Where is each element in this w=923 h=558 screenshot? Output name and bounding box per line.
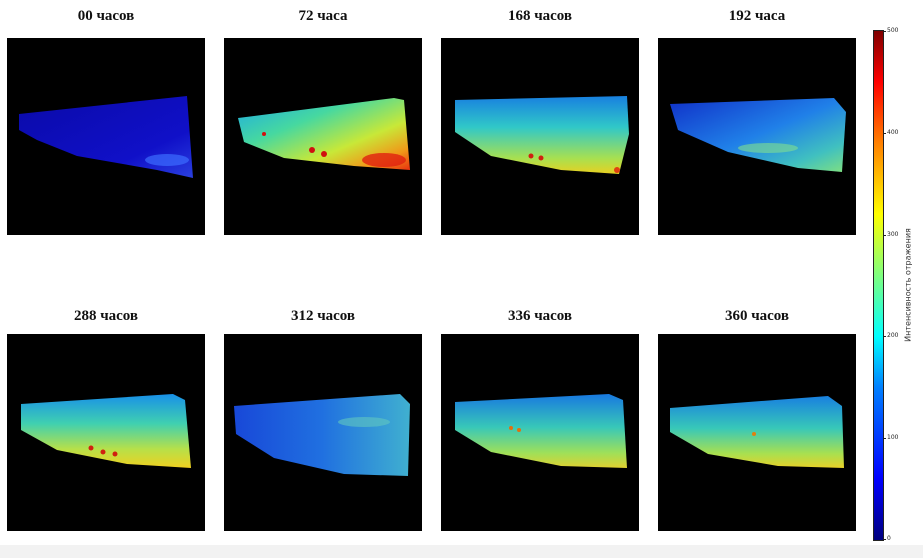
panel-title-7: 336 часов (507, 308, 573, 324)
panel-title-3: 168 часов (507, 8, 573, 24)
colorbar-tick: 0 (883, 535, 891, 542)
heatmap-panel-7 (441, 334, 639, 531)
fish-fillet-image (455, 96, 629, 174)
panel-title-6: 312 часов (290, 308, 356, 324)
colorbar-label: Интенсивность отражения (903, 228, 913, 342)
panel-title-8: 360 часов (724, 308, 790, 324)
panel-title-5: 288 часов (73, 308, 139, 324)
fish-fillet-image (238, 98, 410, 170)
heatmap-panel-3 (441, 38, 639, 235)
panel-title-2: 72 часа (298, 8, 348, 24)
fish-fillet-image (21, 394, 191, 468)
heatmap-panel-2 (224, 38, 422, 235)
colorbar-tick: 500 (882, 27, 899, 34)
panel-title-4: 192 часа (728, 8, 786, 24)
colorbar-tick: 400 (882, 129, 899, 136)
fish-fillet-image (234, 394, 410, 476)
fish-fillet-image (670, 396, 844, 468)
fish-fillet-image (670, 98, 846, 172)
colorbar-tick: 200 (882, 332, 899, 339)
heatmap-panel-8 (658, 334, 856, 531)
heatmap-panel-5 (7, 334, 205, 531)
heatmap-panel-1 (7, 38, 205, 235)
fish-fillet-image (455, 394, 627, 468)
footer-strip (0, 545, 923, 558)
colorbar-tick: 300 (882, 231, 899, 238)
heatmap-panel-6 (224, 334, 422, 531)
heatmap-panel-4 (658, 38, 856, 235)
colorbar-tick: 100 (882, 434, 899, 441)
colorbar (873, 30, 884, 541)
panel-title-1: 00 часов (77, 8, 135, 24)
fish-fillet-image (19, 96, 193, 178)
